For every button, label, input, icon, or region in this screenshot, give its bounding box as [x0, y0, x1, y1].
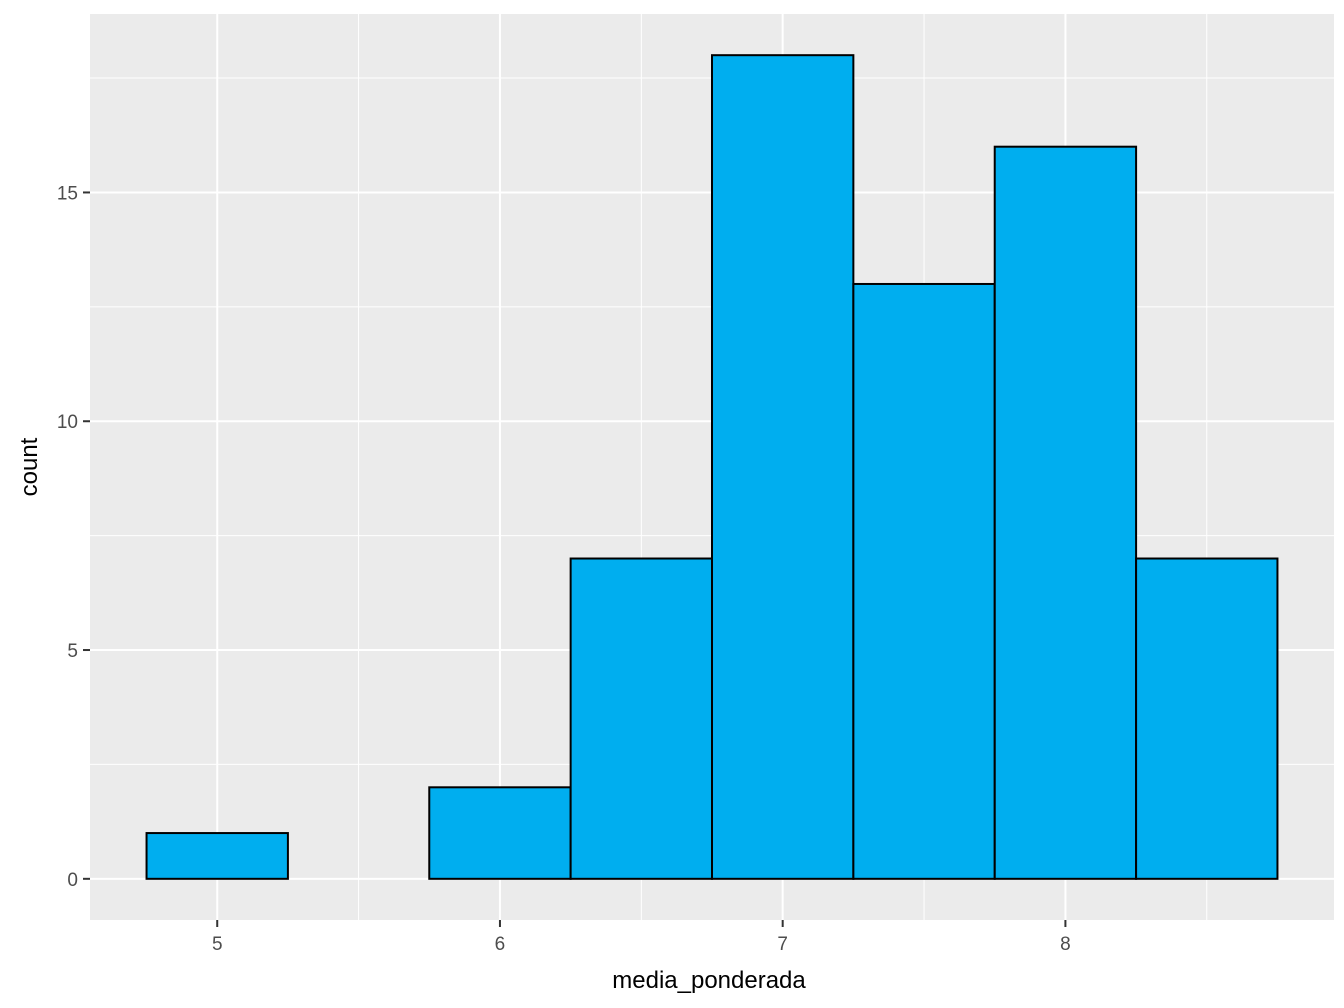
y-tick-label: 5 — [67, 641, 78, 662]
histogram-bar — [145, 832, 289, 880]
y-tick-label: 10 — [57, 412, 78, 433]
histogram-bar — [1135, 557, 1279, 880]
histogram-bar — [428, 786, 572, 880]
histogram-bars — [145, 54, 1279, 880]
y-tick-label: 15 — [57, 183, 78, 204]
x-tick-label: 7 — [777, 934, 788, 955]
y-tick-label: 0 — [67, 870, 78, 891]
histogram-bar — [993, 145, 1138, 880]
y-axis-title: count — [16, 437, 43, 496]
x-tick-label: 6 — [495, 934, 506, 955]
histogram-bar — [852, 282, 996, 880]
x-tick-label: 8 — [1060, 934, 1071, 955]
x-axis: 5 6 7 8 — [212, 920, 1071, 955]
histogram-bar — [711, 54, 855, 880]
histogram-bar — [569, 557, 713, 880]
x-tick-label: 5 — [212, 934, 223, 955]
y-axis: 0 5 10 15 — [57, 183, 90, 891]
x-axis-title: media_ponderada — [612, 967, 806, 994]
